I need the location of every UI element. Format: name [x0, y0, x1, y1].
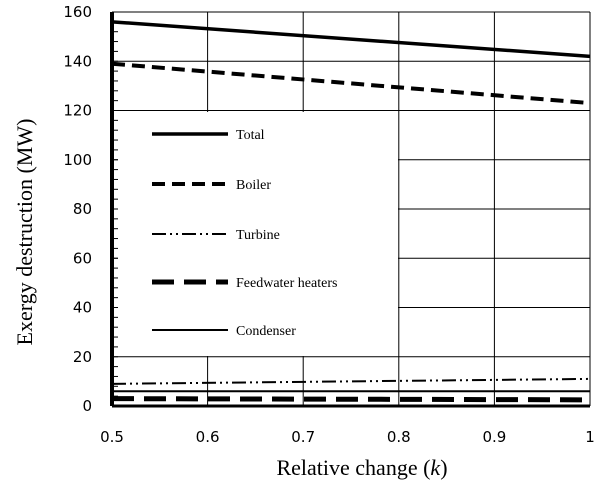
series-layer: [111, 20, 591, 403]
y-tick-label: 140: [63, 52, 92, 70]
x-tick-label: 0.8: [387, 428, 411, 446]
legend-label: Turbine: [236, 228, 280, 243]
series-line-feedwater-heaters: [111, 396, 591, 403]
series-line-boiler: [111, 61, 591, 106]
y-tick-label: 80: [73, 200, 92, 218]
legend-label: Condenser: [236, 324, 296, 339]
x-axis-title-close: ): [440, 455, 447, 480]
y-tick-label: 120: [63, 102, 92, 120]
x-tick-label: 1: [585, 428, 595, 446]
x-tick-label: 0.9: [482, 428, 506, 446]
y-tick-label: 60: [73, 249, 92, 267]
axes: [110, 11, 591, 408]
x-tick-label: 0.6: [196, 428, 220, 446]
y-tick-label: 160: [63, 3, 92, 21]
x-axis-title-text: Relative change (: [276, 455, 430, 480]
x-tick-label: 0.5: [100, 428, 124, 446]
y-axis-title: Exergy destruction (MW): [12, 119, 37, 346]
x-axis-title: Relative change (k): [276, 455, 447, 480]
tick-labels: 0.5 0.6 0.7 0.8 0.9 1 0 20 40 60 80 100 120 140 160: [63, 3, 594, 446]
y-tick-label: 100: [63, 151, 92, 169]
y-tick-label: 40: [73, 299, 92, 317]
x-axis-title-variable: k: [430, 455, 441, 480]
legend: Total Boiler Turbine Feedwater heaters Conde…: [152, 128, 337, 339]
x-tick-label: 0.7: [291, 428, 315, 446]
y-tick-label: 20: [73, 348, 92, 366]
series-line-turbine: [111, 377, 591, 385]
legend-label: Feedwater heaters: [236, 276, 337, 291]
legend-label: Boiler: [236, 178, 271, 193]
legend-label: Total: [236, 128, 265, 143]
series-line-total: [111, 20, 591, 59]
y-tick-label: 0: [82, 397, 92, 415]
